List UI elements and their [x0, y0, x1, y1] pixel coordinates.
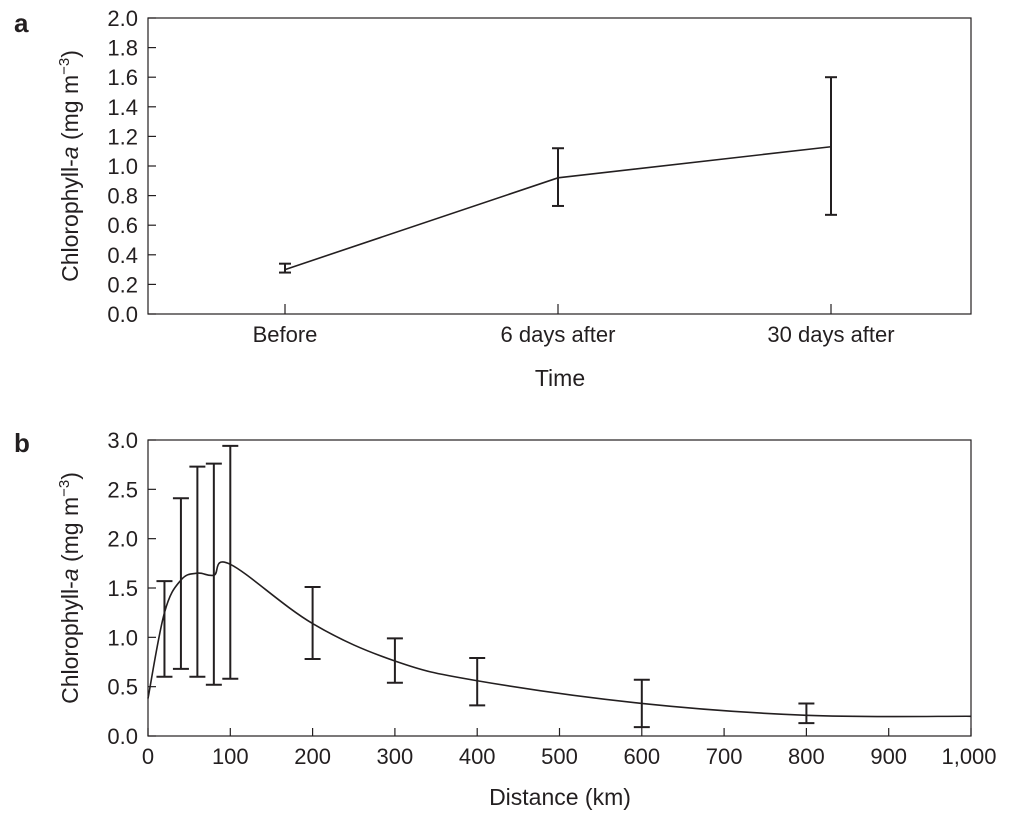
panel-b-x-tick-label: 700 — [706, 744, 743, 769]
panel-b-error-bar — [205, 462, 222, 686]
panel-b-y-tick-label: 0.0 — [107, 724, 138, 749]
panel-b-y-tick-label: 3.0 — [107, 428, 138, 453]
panel-a-y-tick-label: 2.0 — [107, 6, 138, 31]
panel-b-y-tick-label: 2.0 — [107, 527, 138, 552]
panel-a-y-tick-label: 0.2 — [107, 272, 138, 297]
panel-a-plot-frame — [147, 17, 972, 315]
panel-b-error-bars — [156, 444, 815, 729]
panel-a-y-axis-title: Chlorophyll-a (mg m−3) — [56, 50, 83, 282]
panel-a-error-bar — [279, 262, 291, 274]
panel-a-y-tick-label: 1.8 — [107, 36, 138, 61]
panel-b-x-tick-label: 800 — [788, 744, 825, 769]
panel-b-y-tick-label: 1.5 — [107, 576, 138, 601]
panel-b-x-tick-label: 900 — [870, 744, 907, 769]
panel-b-y-axis-title: Chlorophyll-a (mg m−3) — [56, 472, 83, 704]
panel-b-x-tick-label: 1,000 — [941, 744, 996, 769]
panel-a-y-tick-label: 1.0 — [107, 154, 138, 179]
panel-a-x-tick-label: Before — [253, 322, 318, 347]
panel-b-y-tick-label: 0.5 — [107, 675, 138, 700]
panel-b-x-tick-label: 600 — [623, 744, 660, 769]
panel-a-y-axis: 0.0 0.2 0.4 0.6 0.8 1.0 1.2 1.4 1.6 1.8 2.0 — [107, 6, 156, 327]
panel-b-error-bar — [172, 497, 189, 670]
panel-b-error-bar — [189, 465, 206, 678]
panel-b-x-tick-label: 300 — [377, 744, 414, 769]
panel-b-x-tick-label: 0 — [142, 744, 154, 769]
panel-b-x-tick-label: 100 — [212, 744, 249, 769]
panel-a-error-bar — [825, 76, 837, 216]
panel-a-y-tick-label: 1.2 — [107, 124, 138, 149]
panel-b-x-tick-label: 200 — [294, 744, 331, 769]
panel-b-error-bar — [798, 702, 815, 725]
panel-b-y-axis: 0.0 0.5 1.0 1.5 2.0 2.5 3.0 — [107, 428, 156, 749]
panel-a-y-tick-label: 0.8 — [107, 184, 138, 209]
panel-b-error-bar — [222, 444, 239, 680]
panel-b-y-tick-label: 2.5 — [107, 477, 138, 502]
panel-b-y-tick-label: 1.0 — [107, 625, 138, 650]
panel-a-y-tick-label: 1.4 — [107, 95, 138, 120]
panel-b-label: b — [14, 428, 30, 458]
panel-b-x-axis-title: Distance (km) — [489, 784, 631, 810]
panel-b-error-bar — [156, 580, 173, 678]
panel-b: b 0.0 0.5 1.0 1.5 2.0 2.5 3.0 0 100 200 300 400 500… — [14, 428, 997, 810]
panel-b-x-tick-label: 400 — [459, 744, 496, 769]
panel-a-label: a — [14, 8, 29, 38]
panel-a-series-line — [284, 145, 832, 271]
panel-a-x-axis-title: Time — [535, 365, 585, 391]
panel-b-error-bar — [469, 657, 486, 707]
panel-a-y-tick-label: 1.6 — [107, 65, 138, 90]
panel-a-y-tick-label: 0.6 — [107, 213, 138, 238]
panel-b-x-tick-label: 500 — [541, 744, 578, 769]
panel-a-x-tick-label: 6 days after — [501, 322, 616, 347]
panel-a: a 0.0 0.2 0.4 0.6 0.8 1.0 1.2 1.4 1.6 1.8 2.0 Befo… — [14, 6, 972, 391]
panel-b-series-line — [147, 561, 972, 718]
panel-a-x-axis: Before 6 days after 30 days after — [253, 304, 895, 347]
panel-b-plot-frame — [147, 439, 972, 737]
panel-a-x-tick-label: 30 days after — [767, 322, 894, 347]
panel-a-y-tick-label: 0.0 — [107, 302, 138, 327]
panel-b-x-axis: 0 100 200 300 400 500 600 700 800 900 1,000 — [142, 728, 997, 769]
panel-a-y-tick-label: 0.4 — [107, 243, 138, 268]
